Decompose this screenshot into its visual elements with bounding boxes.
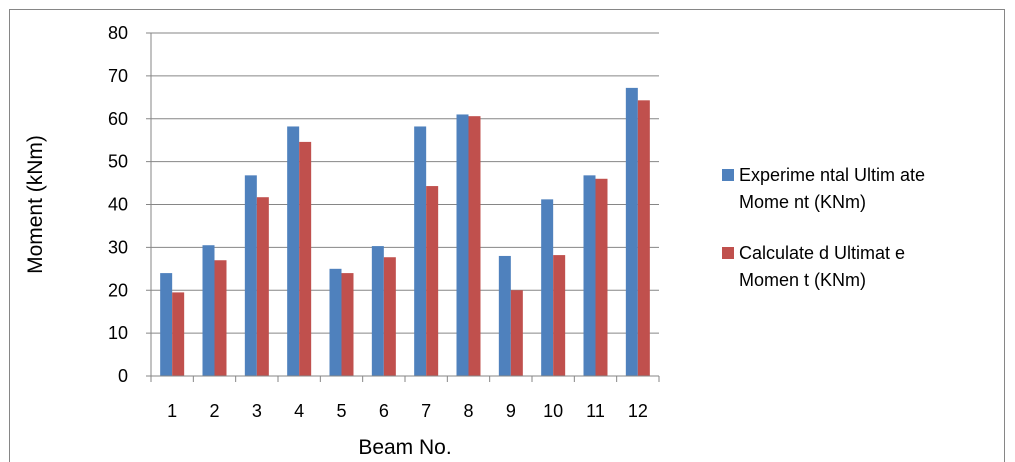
bar-series2-beam-4 xyxy=(299,141,312,376)
bar-series1-beam-6 xyxy=(371,246,384,376)
y-axis-tick-labels: 0 10 20 30 40 50 60 70 80 xyxy=(108,23,128,386)
x-tick-label: 11 xyxy=(586,401,605,421)
x-tick-label: 12 xyxy=(628,401,648,421)
y-tick-label: 30 xyxy=(108,237,128,257)
legend-label-line: Experime ntal Ultim ate xyxy=(739,165,925,185)
y-tick-label: 40 xyxy=(108,195,128,215)
y-tick-label: 0 xyxy=(118,366,128,386)
bars xyxy=(160,87,650,377)
bar-series2-beam-12 xyxy=(637,100,650,376)
x-tick-label: 8 xyxy=(463,401,473,421)
bar-series2-beam-10 xyxy=(553,255,566,376)
bar-series2-beam-5 xyxy=(341,273,354,376)
bar-series2-beam-1 xyxy=(172,292,185,376)
legend-label-line: Mome nt (KNm) xyxy=(739,192,866,212)
bar-series1-beam-2 xyxy=(202,245,215,376)
bar-series1-beam-1 xyxy=(160,273,173,376)
x-tick-label: 1 xyxy=(167,401,177,421)
x-tick-label: 4 xyxy=(294,401,304,421)
x-tick-label: 9 xyxy=(506,401,516,421)
x-tick-label: 3 xyxy=(252,401,262,421)
bar-series2-beam-9 xyxy=(510,290,523,376)
y-tick-label: 10 xyxy=(108,323,128,343)
legend-label-line: Momen t (KNm) xyxy=(739,270,866,290)
bar-series2-beam-11 xyxy=(595,178,608,376)
y-axis-title: Moment (kNm) xyxy=(24,135,47,274)
bar-series2-beam-3 xyxy=(256,197,269,376)
legend-swatch xyxy=(722,169,734,181)
y-tick-label: 60 xyxy=(108,109,128,129)
bar-series1-beam-8 xyxy=(456,114,469,377)
x-axis-title: Beam No. xyxy=(358,436,451,459)
bar-series1-beam-3 xyxy=(244,175,257,376)
y-tick-label: 20 xyxy=(108,280,128,300)
chart-frame xyxy=(9,9,1005,462)
x-axis-tick-labels: 1 2 3 4 5 6 7 8 9 10 11 12 xyxy=(167,401,648,421)
x-tick-label: 2 xyxy=(209,401,219,421)
bar-series1-beam-12 xyxy=(625,87,638,376)
y-tick-label: 50 xyxy=(108,152,128,172)
bar-series2-beam-7 xyxy=(426,186,439,376)
bar-series1-beam-7 xyxy=(414,126,427,376)
bar-series2-beam-2 xyxy=(214,260,227,376)
x-tick-label: 7 xyxy=(421,401,431,421)
legend: Experime ntal Ultim ate Mome nt (KNm) Calc… xyxy=(722,165,925,290)
x-tick-label: 6 xyxy=(379,401,389,421)
bar-series1-beam-10 xyxy=(541,199,554,376)
bar-series1-beam-11 xyxy=(583,175,596,376)
x-tick-label: 5 xyxy=(336,401,346,421)
legend-entry-2: Calculate d Ultimat e Momen t (KNm) xyxy=(722,243,905,290)
bar-series2-beam-6 xyxy=(383,257,396,376)
bar-series2-beam-8 xyxy=(468,116,481,377)
legend-swatch xyxy=(722,247,734,259)
bar-series1-beam-9 xyxy=(498,255,511,376)
bar-series1-beam-5 xyxy=(329,268,342,376)
bar-series1-beam-4 xyxy=(287,126,300,376)
y-tick-label: 80 xyxy=(108,23,128,43)
legend-label-line: Calculate d Ultimat e xyxy=(739,243,905,263)
axes xyxy=(150,33,659,377)
y-tick-label: 70 xyxy=(108,66,128,86)
x-tick-label: 10 xyxy=(543,401,563,421)
legend-entry-1: Experime ntal Ultim ate Mome nt (KNm) xyxy=(722,165,925,212)
